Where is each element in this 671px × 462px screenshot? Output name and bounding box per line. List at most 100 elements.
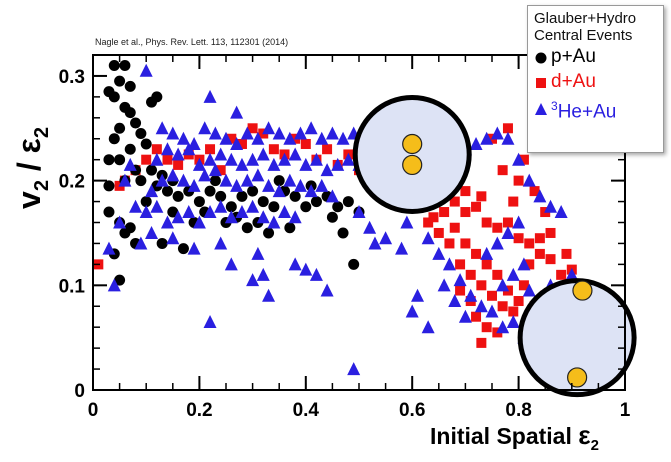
point-square-40 <box>524 238 535 249</box>
legend-label-pau: p+Au <box>551 46 596 67</box>
point-triangle-26 <box>182 142 196 156</box>
point-triangle-24 <box>160 142 174 156</box>
point-square-73 <box>502 123 513 134</box>
point-triangle-62 <box>325 189 339 203</box>
point-triangle-155 <box>134 236 148 250</box>
point-triangle-21 <box>203 89 217 103</box>
point-square-89 <box>561 248 572 259</box>
point-triangle-76 <box>246 199 260 213</box>
nucleon-1-0 <box>572 280 593 301</box>
point-square-16 <box>268 144 279 155</box>
point-circle-24 <box>161 185 173 197</box>
legend-entry-pau: p+Au <box>534 44 657 69</box>
legend-label-dau: d+Au <box>551 71 596 92</box>
point-square-58 <box>492 269 503 280</box>
point-square-21 <box>322 144 333 155</box>
point-triangle-57 <box>272 184 286 198</box>
point-triangle-110 <box>533 189 547 203</box>
x-tick-label: 0.6 <box>399 400 425 421</box>
point-triangle-98 <box>352 205 366 219</box>
point-triangle-91 <box>405 304 419 318</box>
point-triangle-106 <box>490 126 504 140</box>
point-triangle-84 <box>262 288 276 302</box>
point-triangle-138 <box>496 278 510 292</box>
point-triangle-38 <box>309 152 323 166</box>
point-triangle-78 <box>267 215 281 229</box>
legend-title-line1: Glauber+Hydro <box>534 10 637 27</box>
point-square-57 <box>481 259 492 270</box>
y-tick-label: 0 <box>74 381 85 402</box>
point-square-50 <box>476 280 487 291</box>
point-circle-28 <box>193 196 205 208</box>
point-triangle-83 <box>256 267 270 281</box>
point-triangle-93 <box>395 241 409 255</box>
point-square-85 <box>476 191 487 202</box>
point-circle-35 <box>268 201 280 213</box>
point-triangle-97 <box>400 215 414 229</box>
point-triangle-117 <box>464 288 478 302</box>
point-triangle-60 <box>304 184 318 198</box>
point-circle-61 <box>326 211 338 223</box>
point-square-75 <box>518 154 529 165</box>
legend-label-heau-sup: 3 <box>551 99 558 113</box>
point-triangle-132 <box>448 294 462 308</box>
point-triangle-133 <box>458 309 472 323</box>
point-circle-7 <box>124 107 136 119</box>
point-triangle-160 <box>187 241 201 255</box>
point-triangle-81 <box>107 278 121 292</box>
point-triangle-30 <box>224 152 238 166</box>
point-square-43 <box>556 269 567 280</box>
circle-marker-icon <box>534 50 548 64</box>
point-square-77 <box>508 196 519 207</box>
point-square-33 <box>449 196 460 207</box>
point-triangle-15 <box>304 121 318 135</box>
point-circle-16 <box>114 154 126 166</box>
point-triangle-29 <box>214 147 228 161</box>
point-square-11 <box>215 165 226 176</box>
point-triangle-121 <box>506 314 520 328</box>
point-square-76 <box>497 165 508 176</box>
point-triangle-75 <box>235 205 249 219</box>
point-triangle-8 <box>230 136 244 150</box>
x-axis-title-text: Initial Spatial <box>430 423 578 449</box>
citation: Nagle et al., Phys. Rev. Lett. 113, 1123… <box>95 37 288 47</box>
nucleus-insets <box>352 94 637 398</box>
point-triangle-88 <box>309 267 323 281</box>
point-triangle-65 <box>129 199 143 213</box>
point-triangle-116 <box>453 273 467 287</box>
point-circle-38 <box>300 201 312 213</box>
point-triangle-113 <box>421 231 435 245</box>
point-circle-51 <box>156 237 168 249</box>
point-square-37 <box>492 222 503 233</box>
point-triangle-89 <box>320 283 334 297</box>
point-triangle-154 <box>246 273 260 287</box>
point-circle-45 <box>103 206 115 218</box>
point-triangle-58 <box>283 173 297 187</box>
point-square-64 <box>481 322 492 333</box>
point-circle-8 <box>130 117 142 129</box>
point-circle-10 <box>151 91 163 103</box>
point-triangle-107 <box>501 131 515 145</box>
point-triangle-39 <box>320 163 334 177</box>
point-triangle-47 <box>166 168 180 182</box>
point-triangle-2 <box>166 126 180 140</box>
point-circle-52 <box>177 243 189 255</box>
axes: 0 0.2 0.4 0.6 0.8 1 0 0.1 0.2 0.3 <box>59 54 631 421</box>
point-square-39 <box>513 233 524 244</box>
point-triangle-50 <box>198 168 212 182</box>
x-tick-label: 0.4 <box>293 400 320 421</box>
x-axis-title-sub: 2 <box>591 437 599 454</box>
point-triangle-35 <box>278 152 292 166</box>
point-triangle-12 <box>272 126 286 140</box>
nucleus-inset-1 <box>517 278 637 398</box>
point-triangle-41 <box>341 152 355 166</box>
point-triangle-28 <box>203 152 217 166</box>
point-circle-29 <box>204 185 216 197</box>
point-square-7 <box>173 159 184 170</box>
point-triangle-90 <box>347 362 361 376</box>
point-square-34 <box>460 207 471 218</box>
point-circle-11 <box>114 122 126 134</box>
point-triangle-158 <box>102 241 116 255</box>
x-tick-label: 0.8 <box>505 400 531 421</box>
y-tick-label: 0.3 <box>59 67 85 88</box>
